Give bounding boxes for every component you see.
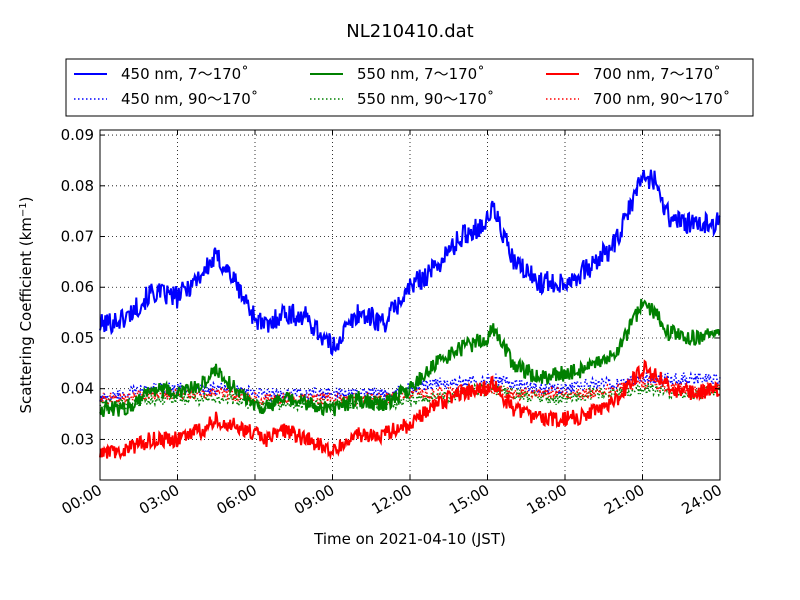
y-tick-label: 0.04 — [61, 380, 94, 398]
series-layer — [99, 169, 721, 461]
y-tick-label: 0.08 — [61, 177, 94, 195]
y-axis-label: Scattering Coefficient (km−1) — [17, 196, 35, 413]
x-tick-label: 24:00 — [679, 481, 725, 518]
legend-label: 700 nm, 7～170˚ — [593, 65, 721, 83]
legend: 450 nm, 7～170˚ 450 nm, 90～170˚ 550 nm, 7～1… — [65, 58, 754, 117]
x-tick-label: 06:00 — [214, 481, 260, 518]
legend-label: 450 nm, 90～170˚ — [121, 90, 258, 108]
legend-label: 450 nm, 7～170˚ — [121, 65, 249, 83]
x-tick-label: 21:00 — [601, 481, 647, 518]
y-tick-label: 0.07 — [61, 228, 94, 246]
x-tick-label: 12:00 — [369, 481, 415, 518]
legend-label: 550 nm, 90～170˚ — [357, 90, 494, 108]
x-tick-label: 00:00 — [59, 481, 105, 518]
x-tick-label: 15:00 — [446, 481, 492, 518]
x-tick-label: 03:00 — [136, 481, 182, 518]
y-axis-label-superscript: −1 — [18, 202, 29, 217]
legend-frame — [65, 58, 754, 117]
x-tick-label: 09:00 — [291, 481, 337, 518]
axes: 00:00 03:00 06:00 09:00 12:00 15:00 18:00 21:00… — [59, 126, 725, 518]
series-line — [99, 298, 721, 418]
x-tick-label: 18:00 — [524, 481, 570, 518]
series-line — [99, 169, 721, 357]
y-tick-label: 0.06 — [61, 278, 94, 296]
series-line — [99, 359, 721, 461]
y-tick-label: 0.09 — [61, 126, 94, 144]
legend-label: 550 nm, 7～170˚ — [357, 65, 485, 83]
y-axis-label-close: ) — [17, 196, 35, 202]
legend-label: 700 nm, 90～170˚ — [593, 90, 730, 108]
x-axis-label: Time on 2021-04-10 (JST) — [313, 530, 506, 548]
y-tick-label: 0.03 — [61, 430, 94, 448]
y-axis-label-text: Scattering Coefficient (km — [17, 217, 35, 413]
chart-title: NL210410.dat — [346, 21, 473, 42]
series-line — [99, 381, 721, 413]
y-tick-label: 0.05 — [61, 329, 94, 347]
